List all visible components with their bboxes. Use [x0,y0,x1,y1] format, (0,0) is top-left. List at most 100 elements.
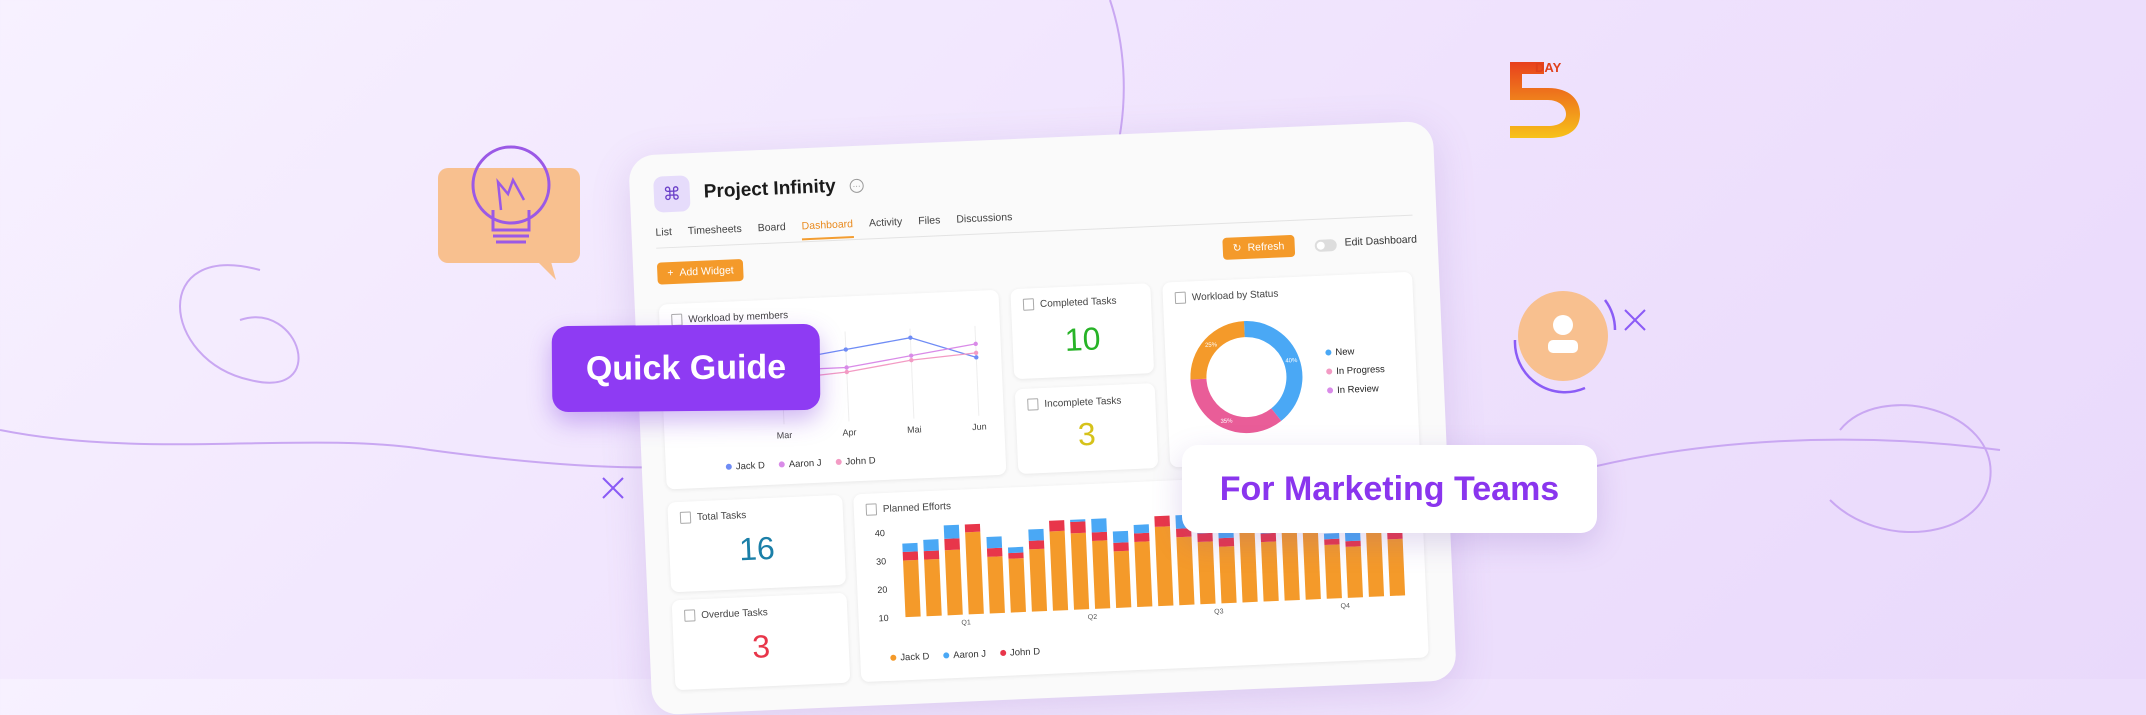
bar-segment [1008,552,1024,559]
bar-segment [1154,526,1174,607]
add-widget-button[interactable]: + Add Widget [656,258,745,285]
bar-segment [944,538,960,551]
series-point [974,355,979,360]
avatar-icon [1513,291,1617,394]
bar-segment [986,547,1003,557]
card-title: Total Tasks [696,509,747,523]
legend-item: Aaron J [943,649,986,662]
card-title: Workload by members [688,309,789,325]
tab-list[interactable]: List [655,225,673,239]
bar-segment [1281,529,1300,601]
bar-segment [1324,538,1340,545]
bar-segment [1260,532,1277,543]
quick-guide-badge: Quick Guide [551,323,821,413]
bar-segment [1176,536,1195,606]
edit-dashboard-label: Edit Dashboard [1344,233,1418,249]
bar-segment [963,504,980,521]
bar-segment [1069,504,1086,523]
refresh-button[interactable]: ↻ Refresh [1222,234,1295,260]
series-point [908,353,914,358]
bar-segment [1091,531,1108,541]
slice-label: 25% [1205,342,1218,349]
card-title: Planned Efforts [882,500,952,515]
bar-segment [1345,540,1361,547]
widget-icon [865,503,878,516]
bar-segment [923,550,940,560]
donut-slice [1243,321,1303,421]
bar-segment [1324,544,1342,599]
series-point [908,335,913,340]
total-value: 16 [738,529,776,568]
bar-segment [1197,541,1216,605]
project-title: Project Infinity [703,175,837,203]
for-marketing-teams-badge: For Marketing Teams [1182,445,1597,533]
bar-segment [1113,542,1129,552]
series-point [973,341,978,347]
completed-value: 10 [1064,320,1102,358]
bar-segment [1133,524,1150,534]
edit-dashboard-toggle[interactable] [1314,239,1337,252]
widget-icon [684,609,696,622]
tab-discussions[interactable]: Discussions [956,211,1013,226]
bar-segment [1154,514,1170,527]
y-tick-label: 40 [875,528,885,538]
x-tick-label: Mai [907,424,922,435]
tab-timesheets[interactable]: Timesheets [687,222,742,238]
overdue-value: 3 [751,628,771,665]
y-tick-label: 10 [878,613,888,623]
planned-legend: Jack D Aaron J John D [890,646,1040,664]
x-tick-label: Q1 [961,619,971,626]
grid-line [909,328,915,419]
bar-segment [1218,546,1237,604]
bar-segment [1344,532,1361,542]
bar-segment [1029,548,1048,612]
bar-segment [1260,541,1279,602]
bar-segment [1008,558,1026,613]
x-tick-label: Mar [777,430,793,441]
brand-logo-icon [1510,62,1580,138]
tab-board[interactable]: Board [757,221,786,235]
bar-segment [1365,528,1385,597]
dashboard-panel: ⌘ Project Infinity ⋯ List Timesheets Boa… [628,120,1457,715]
bar-segment [1092,540,1111,609]
x-tick-label: Q4 [1340,603,1350,610]
widget-icon [1174,291,1187,305]
legend-item: New [1325,341,1384,363]
x-tick-label: Q3 [1214,608,1224,615]
x-tick-label: Jun [972,421,987,432]
bar-segment [1133,532,1150,542]
bar-segment [1070,521,1086,534]
refresh-label: Refresh [1247,240,1285,254]
refresh-icon: ↻ [1232,242,1242,255]
bar-segment [1345,546,1364,598]
grid-line [974,325,980,416]
bar-segment [1134,541,1153,608]
info-icon[interactable]: ⋯ [849,178,864,194]
project-icon: ⌘ [653,175,691,213]
legend-item: John D [999,646,1040,659]
tab-dashboard[interactable]: Dashboard [801,218,854,241]
bar-segment [903,559,921,618]
bar-segment [964,520,981,533]
widget-icon [1027,398,1039,411]
series-point [909,357,914,363]
bar-segment [1302,522,1321,600]
bar-segment [944,549,963,616]
plus-icon: + [667,266,674,280]
series-point [843,347,849,352]
legend-item: Jack D [725,460,765,473]
card-title: Overdue Tasks [701,606,768,621]
tab-activity[interactable]: Activity [868,215,903,230]
bar-segment [923,539,939,552]
tab-files[interactable]: Files [917,214,941,228]
series-point [844,365,849,370]
overdue-tasks-card: Overdue Tasks 3 [671,592,851,691]
y-tick-label: 30 [876,556,886,566]
incomplete-tasks-card: Incomplete Tasks 3 [1014,383,1159,475]
bar-segment [1091,517,1107,533]
y-tick-label: 20 [877,585,887,595]
status-donut-chart: 40% 35% 25% [1190,321,1303,434]
widget-icon [679,511,692,524]
lightbulb-icon [471,145,556,280]
bar-segment [1175,528,1192,538]
